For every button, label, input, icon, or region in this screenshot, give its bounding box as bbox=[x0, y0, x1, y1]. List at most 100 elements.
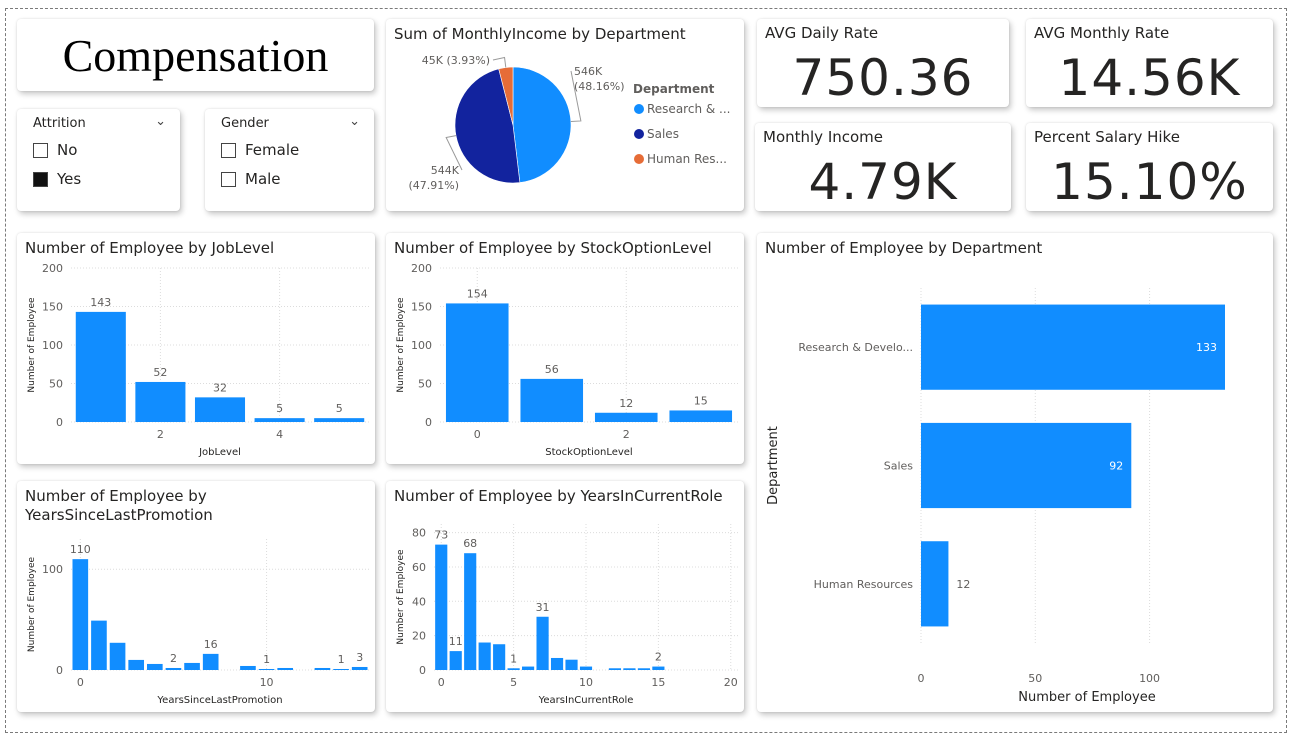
bar bbox=[579, 666, 593, 670]
kpi-value: 750.36 bbox=[792, 49, 974, 107]
y-tick-label: 0 bbox=[56, 664, 63, 677]
checkbox[interactable] bbox=[33, 142, 48, 158]
x-tick-label: 0 bbox=[77, 676, 84, 689]
data-label: 110 bbox=[70, 543, 91, 556]
bar bbox=[921, 541, 949, 627]
x-axis-title: Number of Employee bbox=[1018, 690, 1155, 705]
bar bbox=[91, 620, 107, 670]
chart-title: Number of Employee by Department bbox=[765, 239, 1043, 257]
chevron-down-icon[interactable]: ⌄ bbox=[349, 114, 360, 129]
bar bbox=[277, 667, 294, 670]
bar bbox=[669, 410, 733, 422]
y-tick-label: 150 bbox=[411, 301, 432, 314]
option-label: No bbox=[57, 141, 78, 159]
bar bbox=[184, 662, 200, 670]
kpi-value: 14.56K bbox=[1058, 49, 1241, 107]
data-label: 92 bbox=[1109, 460, 1123, 473]
data-label-pct: (47.91%) bbox=[408, 179, 459, 192]
current-role-bar-chart: 0 20 40 60 80 0 5 10 15 20 73 11 68 1 31 2 YearsInCurren… bbox=[396, 524, 738, 706]
pie-chart-card[interactable]: Sum of MonthlyIncome by Department 546K (… bbox=[386, 19, 744, 211]
bar bbox=[135, 381, 186, 422]
checkbox[interactable] bbox=[221, 171, 236, 187]
y-tick-label: 150 bbox=[42, 301, 63, 314]
checkbox-checked[interactable] bbox=[33, 171, 48, 187]
leader-line bbox=[445, 135, 463, 171]
data-label: 15 bbox=[694, 394, 708, 407]
joblevel-chart-card[interactable]: Number of Employee by JobLevel 0 50 100 150… bbox=[17, 233, 375, 464]
role-chart-card[interactable]: Number of Employee by YearsInCurrentRole… bbox=[386, 481, 744, 712]
bar bbox=[351, 666, 368, 670]
checkbox[interactable] bbox=[221, 142, 236, 158]
y-tick-label: 80 bbox=[412, 527, 426, 540]
legend-marker bbox=[634, 154, 644, 164]
bar bbox=[921, 422, 1132, 509]
x-tick-label: 2 bbox=[157, 428, 164, 441]
bar bbox=[507, 668, 520, 670]
bar bbox=[146, 663, 163, 670]
y-tick-label: 0 bbox=[419, 664, 426, 677]
data-label: 143 bbox=[90, 296, 111, 309]
data-label: 11 bbox=[449, 635, 463, 648]
y-axis-title: Department bbox=[766, 426, 781, 505]
data-label: 1 bbox=[263, 653, 270, 666]
data-label: 73 bbox=[434, 529, 448, 542]
legend-marker bbox=[634, 129, 644, 139]
legend-label: Human Res... bbox=[647, 152, 727, 166]
y-tick-label: 50 bbox=[418, 378, 432, 391]
data-label: 544K bbox=[431, 164, 460, 177]
bar bbox=[565, 659, 578, 670]
legend-label: Research & ... bbox=[647, 102, 730, 116]
data-label: 12 bbox=[619, 397, 633, 410]
attrition-slicer-title: Attrition bbox=[33, 116, 86, 131]
data-label: 5 bbox=[276, 402, 283, 415]
data-label: 12 bbox=[956, 578, 970, 591]
y-tick-label: 100 bbox=[42, 563, 63, 576]
bar bbox=[623, 668, 636, 670]
chart-title: Number of Employee by YearsInCurrentRole bbox=[394, 487, 723, 505]
x-tick-label: 0 bbox=[474, 428, 481, 441]
kpi-title: AVG Daily Rate bbox=[765, 24, 879, 42]
gender-slicer-title: Gender bbox=[221, 116, 269, 131]
category-label: Sales bbox=[884, 460, 914, 473]
pie-slice bbox=[512, 66, 572, 183]
promotion-chart-card[interactable]: Number of Employee by YearsSinceLastProm… bbox=[17, 481, 375, 712]
department-chart-card[interactable]: Number of Employee by Department 0 50 100 R… bbox=[757, 233, 1273, 712]
y-tick-label: 0 bbox=[56, 416, 63, 429]
bar bbox=[608, 668, 622, 670]
kpi-title: Monthly Income bbox=[763, 128, 884, 146]
bar bbox=[921, 304, 1225, 390]
chevron-down-icon[interactable]: ⌄ bbox=[155, 114, 166, 129]
option-label: Female bbox=[245, 141, 300, 159]
chart-title-line-2: YearsSinceLastPromotion bbox=[25, 506, 213, 524]
y-tick-label: 0 bbox=[425, 416, 432, 429]
bar bbox=[637, 668, 650, 670]
kpi-title: Percent Salary Hike bbox=[1034, 128, 1180, 146]
gender-option-female[interactable]: Female bbox=[221, 141, 299, 159]
stock-chart-card[interactable]: Number of Employee by StockOptionLevel 0… bbox=[386, 233, 744, 464]
y-tick-label: 200 bbox=[411, 262, 432, 275]
y-tick-label: 20 bbox=[412, 630, 426, 643]
attrition-option-yes[interactable]: Yes bbox=[33, 170, 81, 188]
x-axis-title: YearsInCurrentRole bbox=[538, 695, 634, 706]
legend-label: Sales bbox=[647, 127, 679, 141]
chart-title: Number of Employee by JobLevel bbox=[25, 239, 275, 257]
data-label: 16 bbox=[204, 638, 218, 651]
data-label: 1 bbox=[338, 653, 345, 666]
y-tick-label: 50 bbox=[49, 378, 63, 391]
attrition-option-no[interactable]: No bbox=[33, 141, 77, 159]
attrition-slicer[interactable]: Attrition ⌄ No Yes bbox=[17, 109, 180, 211]
gender-option-male[interactable]: Male bbox=[221, 170, 281, 188]
joblevel-bar-chart: 0 50 100 150 200 2 4 143 52 32 5 5 JobLevel Number of… bbox=[27, 262, 369, 458]
bar bbox=[520, 378, 584, 422]
chart-title-line-1: Number of Employee by bbox=[25, 487, 207, 505]
bar bbox=[72, 559, 89, 670]
x-axis-title: JobLevel bbox=[198, 447, 241, 458]
category-label: Human Resources bbox=[814, 578, 914, 591]
data-label: 68 bbox=[463, 537, 477, 550]
kpi-monthly-income: Monthly Income 4.79K bbox=[755, 123, 1011, 211]
bar bbox=[314, 667, 331, 670]
y-tick-label: 100 bbox=[42, 339, 63, 352]
y-tick-label: 60 bbox=[412, 561, 426, 574]
gender-slicer[interactable]: Gender ⌄ Female Male bbox=[205, 109, 374, 211]
bar bbox=[258, 668, 275, 670]
